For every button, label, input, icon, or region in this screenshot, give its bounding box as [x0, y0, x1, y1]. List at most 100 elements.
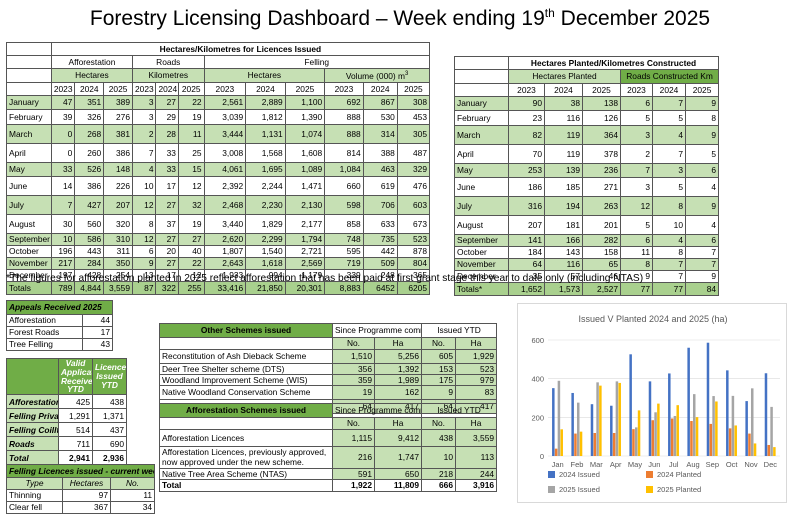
- value-cell: 359: [332, 374, 375, 386]
- value-cell: 5: [652, 110, 686, 126]
- value-cell: 463: [362, 162, 398, 177]
- value-cell: 310: [103, 233, 133, 246]
- value-cell: 1,089: [284, 162, 326, 177]
- value-cell: 748: [324, 233, 364, 246]
- applications-count: 514: [58, 422, 93, 438]
- value-cell: 194: [544, 196, 583, 216]
- value-cell: 389: [103, 95, 133, 110]
- month-label: April: [6, 143, 52, 163]
- x-tick-label: Apr: [610, 460, 622, 469]
- value-cell: 119: [544, 144, 583, 164]
- y-tick-label: 200: [531, 413, 544, 422]
- value-cell: 141: [508, 234, 545, 247]
- month-row: January 90 38 138 6 7 9: [454, 96, 720, 111]
- value-cell: 719: [324, 257, 364, 270]
- month-label: May: [6, 162, 52, 177]
- value-cell: 7: [50, 195, 76, 215]
- value-cell: 386: [103, 143, 133, 163]
- year-row: 2023 2024 2025 2023 2024 2025: [454, 83, 720, 97]
- value-cell: 660: [324, 176, 364, 196]
- value-cell: 1,747: [374, 446, 422, 469]
- value-cell: 7: [620, 163, 653, 178]
- total-cell: 20,301: [284, 281, 326, 295]
- felling-type: Clear fell: [6, 501, 63, 514]
- column-header: No.: [421, 337, 456, 350]
- value-cell: 2,561: [203, 95, 247, 110]
- value-cell: 1,812: [245, 109, 286, 125]
- value-cell: 14: [50, 176, 76, 196]
- value-cell: 207: [508, 215, 545, 235]
- value-cell: 867: [362, 95, 398, 110]
- year-header: 2023: [508, 83, 545, 97]
- value-cell: 12: [131, 195, 157, 215]
- total-cell: 4,844: [74, 281, 105, 295]
- column-header: No.: [421, 417, 456, 430]
- bar-2024-planted: [709, 423, 713, 456]
- value-cell: 1,074: [284, 124, 326, 144]
- month-label: February: [6, 109, 52, 125]
- bar-2024-planted: [574, 433, 577, 456]
- value-cell: 4: [652, 125, 686, 145]
- value-cell: 2,620: [203, 233, 247, 246]
- bar-2024-planted: [748, 433, 751, 456]
- sub-row: Hectares Planted Roads Constructed Km: [454, 69, 720, 84]
- appeal-count: 17: [82, 326, 113, 339]
- bar-2025-planted: [734, 425, 737, 456]
- total-cell: 8,883: [324, 281, 364, 295]
- value-cell: 8: [652, 246, 686, 259]
- bar-2025-planted: [753, 443, 757, 456]
- sub-roads-constructed: Roads Constructed Km: [619, 69, 720, 84]
- value-cell: 11: [620, 246, 653, 259]
- value-cell: 1,390: [284, 109, 326, 125]
- value-cell: 7: [652, 96, 686, 111]
- value-cell: 7: [684, 258, 720, 271]
- year-header: 2025: [582, 83, 621, 97]
- month-row: August 30 560 320 8 37 19 3,440 1,829 2,177 858 633…: [6, 214, 431, 234]
- total-cell: 6205: [396, 281, 431, 295]
- year-header: 2025: [684, 83, 720, 97]
- unit-row: Hectares Kilometres Hectares Volume (000) m…: [6, 68, 430, 83]
- appeal-type: Afforestation: [6, 314, 83, 327]
- value-cell: 260: [74, 143, 105, 163]
- month-label: March: [6, 124, 52, 144]
- value-cell: 153: [421, 363, 456, 375]
- value-cell: 263: [582, 196, 621, 216]
- value-cell: 381: [103, 124, 133, 144]
- month-label: October: [6, 245, 52, 258]
- issued-vs-planted-chart: Issued V Planted 2024 and 2025 (ha) 0 200 4…: [517, 303, 787, 503]
- value-cell: 1,568: [245, 143, 286, 163]
- since-programme-header: Since Programme commenced: [332, 323, 422, 338]
- column-header: No.: [109, 477, 156, 490]
- value-cell: 633: [362, 214, 398, 234]
- total-cell: 666: [421, 479, 456, 492]
- value-cell: 12: [131, 233, 157, 246]
- value-cell: 2,299: [245, 233, 286, 246]
- col-row: No. Ha No. Ha: [159, 337, 498, 350]
- totals-row: Total 1,922 11,809 666 3,916: [159, 479, 498, 492]
- month-label: September: [6, 233, 52, 246]
- bar-2024-issued: [706, 342, 710, 456]
- hectares-cell: 97: [62, 489, 111, 502]
- bar-2024-planted: [612, 432, 616, 456]
- value-cell: 33: [50, 162, 76, 177]
- value-cell: 7: [652, 144, 686, 164]
- bar-2025-planted: [773, 447, 776, 456]
- column-header: No.: [332, 417, 375, 430]
- value-cell: 166: [544, 234, 583, 247]
- unit-hectares: Hectares: [203, 68, 326, 83]
- value-cell: 650: [374, 468, 422, 480]
- afforestation-schemes-table: Afforestation Schemes issued Since Progra…: [159, 403, 498, 492]
- table-cell: [6, 357, 59, 396]
- value-cell: 143: [544, 246, 583, 259]
- month-label: October: [454, 246, 509, 259]
- valid-applications-header: Valid Applications Received YTD: [58, 357, 93, 396]
- value-cell: 175: [421, 374, 456, 386]
- value-cell: 6: [620, 96, 653, 111]
- month-row: November 64 116 65 8 7 7: [454, 258, 720, 271]
- value-cell: 2,392: [203, 176, 247, 196]
- value-cell: 30: [50, 214, 76, 234]
- bar-2025-issued: [635, 427, 638, 456]
- bar-2025-planted: [618, 382, 621, 456]
- value-cell: 10: [652, 215, 686, 235]
